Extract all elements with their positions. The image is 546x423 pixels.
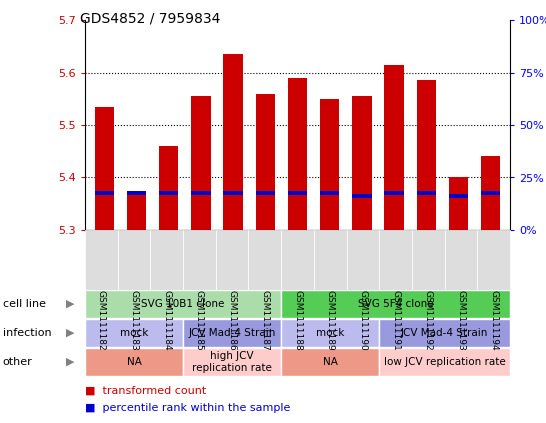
Bar [481,157,500,230]
Bar [417,192,436,195]
Text: low JCV replication rate: low JCV replication rate [384,357,506,367]
Bar [85,290,281,318]
Text: mock: mock [316,328,345,338]
Text: GSM1111184: GSM1111184 [162,290,171,351]
Text: GSM1111183: GSM1111183 [129,290,139,351]
Bar [379,319,510,347]
Bar [256,93,275,230]
Text: ▶: ▶ [66,357,74,367]
Text: ▶: ▶ [66,328,74,338]
Text: ▶: ▶ [66,299,74,309]
Text: SVG 10B1 clone: SVG 10B1 clone [141,299,225,309]
Bar [352,194,372,198]
Text: cell line: cell line [3,299,46,309]
Text: GSM1111186: GSM1111186 [228,290,236,351]
Bar [94,192,114,195]
Bar [256,192,275,195]
Text: ■  transformed count: ■ transformed count [85,386,206,396]
Bar [449,194,468,198]
Bar [281,290,510,318]
Bar [481,192,500,195]
Bar [288,78,307,230]
Text: GSM1111189: GSM1111189 [326,290,335,351]
Bar [281,319,379,347]
Bar [352,96,372,230]
Bar [191,192,211,195]
Text: GSM1111192: GSM1111192 [424,290,433,351]
Bar [127,193,146,230]
Text: NA: NA [127,357,141,367]
Bar [94,107,114,230]
Bar [281,348,379,376]
Bar [159,146,179,230]
Bar [127,192,146,195]
Bar [223,54,243,230]
Text: ■  percentile rank within the sample: ■ percentile rank within the sample [85,403,290,413]
Text: JCV Mad-4 Strain: JCV Mad-4 Strain [188,328,276,338]
Bar [320,192,340,195]
Text: GSM1111188: GSM1111188 [293,290,302,351]
Text: GSM1111182: GSM1111182 [97,290,106,351]
Text: GSM1111191: GSM1111191 [391,290,400,351]
Bar [223,192,243,195]
Text: GSM1111194: GSM1111194 [489,290,498,351]
Bar [379,348,510,376]
Bar [384,192,403,195]
Text: GSM1111185: GSM1111185 [195,290,204,351]
Text: GSM1111193: GSM1111193 [456,290,465,351]
Text: JCV Mad-4 Strain: JCV Mad-4 Strain [401,328,488,338]
Text: GDS4852 / 7959834: GDS4852 / 7959834 [80,12,220,26]
Bar [449,178,468,230]
Bar [183,348,281,376]
Bar [288,192,307,195]
Text: NA: NA [323,357,337,367]
Bar [159,192,179,195]
Text: GSM1111187: GSM1111187 [260,290,269,351]
Bar [320,99,340,230]
Bar [85,348,183,376]
Bar [183,319,281,347]
Bar [191,96,211,230]
Text: SVG 5F4 clone: SVG 5F4 clone [358,299,434,309]
Text: GSM1111190: GSM1111190 [358,290,367,351]
Bar [384,65,403,230]
Text: high JCV
replication rate: high JCV replication rate [192,351,272,373]
Bar [417,80,436,230]
Text: mock: mock [120,328,148,338]
Text: other: other [3,357,32,367]
Text: infection: infection [3,328,51,338]
Bar [85,319,183,347]
